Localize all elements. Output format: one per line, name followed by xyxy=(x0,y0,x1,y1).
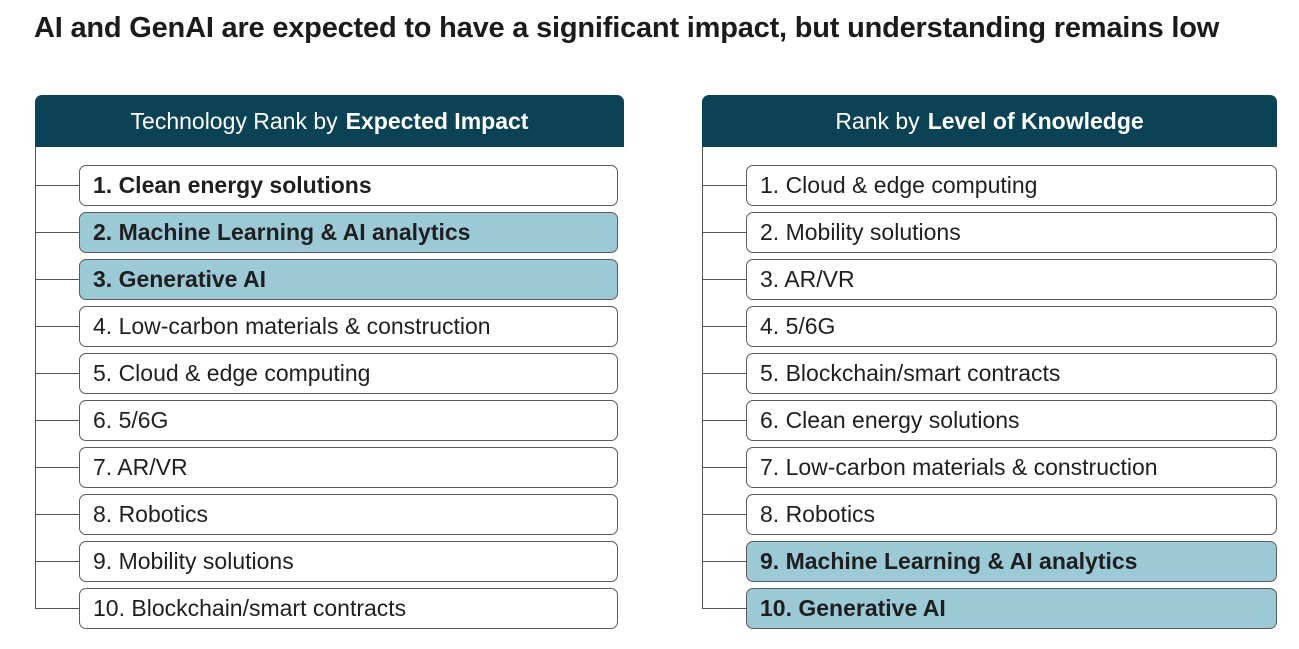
rank-item: 3. Generative AI xyxy=(35,259,624,300)
rank-item-label: 1. Cloud & edge computing xyxy=(746,165,1277,206)
rank-item: 4. 5/6G xyxy=(702,306,1277,347)
rank-item: 8. Robotics xyxy=(35,494,624,535)
expected-impact-panel: Technology Rank by Expected Impact 1. Cl… xyxy=(35,95,624,629)
rank-item: 10. Generative AI xyxy=(702,588,1277,629)
rank-item-label: 4. 5/6G xyxy=(746,306,1277,347)
rank-item: 6. Clean energy solutions xyxy=(702,400,1277,441)
branch-connector xyxy=(35,561,80,562)
branch-connector xyxy=(35,514,80,515)
rank-item-label: 4. Low-carbon materials & construction xyxy=(79,306,618,347)
rank-item: 1. Cloud & edge computing xyxy=(702,165,1277,206)
rank-item-label: 3. Generative AI xyxy=(79,259,618,300)
branch-connector xyxy=(702,514,747,515)
header-bold-text: Expected Impact xyxy=(345,107,529,134)
branch-connector xyxy=(702,561,747,562)
rank-item-label: 10. Generative AI xyxy=(746,588,1277,629)
rank-item-label: 1. Clean energy solutions xyxy=(79,165,618,206)
rank-item-label: 2. Machine Learning & AI analytics xyxy=(79,212,618,253)
rank-item: 2. Mobility solutions xyxy=(702,212,1277,253)
header-bold-text: Level of Knowledge xyxy=(927,107,1144,134)
branch-connector xyxy=(702,326,747,327)
rank-item: 1. Clean energy solutions xyxy=(35,165,624,206)
rank-item: 10. Blockchain/smart contracts xyxy=(35,588,624,629)
branch-connector xyxy=(35,608,80,609)
branch-connector xyxy=(702,467,747,468)
branch-connector xyxy=(35,373,80,374)
rank-item-label: 7. Low-carbon materials & construction xyxy=(746,447,1277,488)
rank-item-label: 2. Mobility solutions xyxy=(746,212,1277,253)
tree-connector-line xyxy=(35,147,36,608)
branch-connector xyxy=(35,232,80,233)
rank-item: 8. Robotics xyxy=(702,494,1277,535)
rank-item-label: 6. 5/6G xyxy=(79,400,618,441)
branch-connector xyxy=(35,467,80,468)
rank-item-label: 8. Robotics xyxy=(79,494,618,535)
branch-connector xyxy=(702,608,747,609)
rank-item-label: 9. Mobility solutions xyxy=(79,541,618,582)
branch-connector xyxy=(702,232,747,233)
rank-item: 7. AR/VR xyxy=(35,447,624,488)
branch-connector xyxy=(35,420,80,421)
rank-item: 9. Mobility solutions xyxy=(35,541,624,582)
level-of-knowledge-panel: Rank by Level of Knowledge 1. Cloud & ed… xyxy=(702,95,1277,629)
branch-connector xyxy=(702,420,747,421)
rank-item: 4. Low-carbon materials & construction xyxy=(35,306,624,347)
rank-item-label: 9. Machine Learning & AI analytics xyxy=(746,541,1277,582)
branch-connector xyxy=(35,185,80,186)
branch-connector xyxy=(35,279,80,280)
rank-item: 2. Machine Learning & AI analytics xyxy=(35,212,624,253)
branch-connector xyxy=(35,326,80,327)
branch-connector xyxy=(702,373,747,374)
branch-connector xyxy=(702,185,747,186)
rank-item: 5. Blockchain/smart contracts xyxy=(702,353,1277,394)
page-title: AI and GenAI are expected to have a sign… xyxy=(34,12,1220,44)
rank-item-label: 6. Clean energy solutions xyxy=(746,400,1277,441)
rank-item: 3. AR/VR xyxy=(702,259,1277,300)
rank-item-label: 10. Blockchain/smart contracts xyxy=(79,588,618,629)
rank-item: 6. 5/6G xyxy=(35,400,624,441)
rank-item-label: 3. AR/VR xyxy=(746,259,1277,300)
rank-item: 5. Cloud & edge computing xyxy=(35,353,624,394)
rank-item-label: 7. AR/VR xyxy=(79,447,618,488)
rank-item-label: 5. Blockchain/smart contracts xyxy=(746,353,1277,394)
level-of-knowledge-header: Rank by Level of Knowledge xyxy=(702,95,1277,147)
header-plain-text: Rank by xyxy=(835,107,920,134)
tree-connector-line xyxy=(702,147,703,608)
branch-connector xyxy=(702,279,747,280)
rank-item-label: 8. Robotics xyxy=(746,494,1277,535)
rank-item: 9. Machine Learning & AI analytics xyxy=(702,541,1277,582)
expected-impact-header: Technology Rank by Expected Impact xyxy=(35,95,624,147)
header-plain-text: Technology Rank by xyxy=(130,107,338,134)
rank-item-label: 5. Cloud & edge computing xyxy=(79,353,618,394)
rank-item: 7. Low-carbon materials & construction xyxy=(702,447,1277,488)
